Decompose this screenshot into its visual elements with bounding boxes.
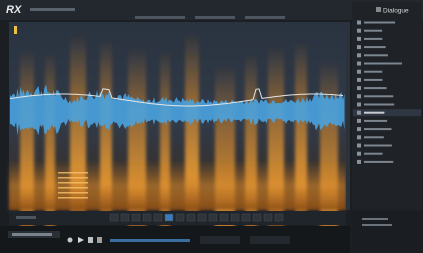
module-icon[interactable] [357,135,361,139]
module-label[interactable] [364,71,382,73]
module-icon[interactable] [357,86,361,90]
module-label[interactable] [364,79,382,81]
harmonic-line [58,182,88,184]
module-highlight [353,109,421,116]
module-label[interactable] [364,128,391,130]
history-item [362,224,392,226]
module-icon[interactable] [357,21,361,25]
module-icon[interactable] [357,45,361,49]
tool-button[interactable] [220,214,228,221]
module-icon[interactable] [357,152,361,156]
tool-button[interactable] [231,214,239,221]
module-label[interactable] [364,46,386,48]
module-label[interactable] [364,38,382,40]
module-label[interactable] [364,87,387,89]
record-button[interactable] [68,238,73,243]
module-label[interactable] [364,136,384,138]
page: RX Dialogue (() => { const data = JSON.p… [0,0,423,253]
level-meter [110,239,190,242]
module-label[interactable] [364,54,388,56]
module-label[interactable] [364,63,402,65]
file-tab[interactable] [195,16,235,19]
harmonic-line [58,187,88,189]
module-icon[interactable] [357,62,361,66]
file-tab[interactable] [245,16,285,19]
tool-button[interactable] [132,214,140,221]
module-icon[interactable] [357,127,361,131]
module-icon[interactable] [357,111,361,115]
tool-button[interactable] [154,214,162,221]
module-label[interactable] [364,120,387,122]
module-label[interactable] [364,153,383,155]
harmonic-line [58,172,88,174]
selection-info [200,236,240,244]
module-icon[interactable] [357,103,361,107]
module-panel [352,2,422,210]
tool-button[interactable] [165,214,173,221]
time-readout [12,233,52,236]
frequency-scale [346,22,350,210]
module-icon[interactable] [357,29,361,33]
module-label[interactable] [364,161,393,163]
low-frequency-band [9,160,346,210]
module-label[interactable] [364,95,393,97]
module-icon[interactable] [357,94,361,98]
module-icon[interactable] [357,144,361,148]
module-icon[interactable] [357,37,361,41]
file-tab[interactable] [135,16,185,19]
tool-button[interactable] [176,214,184,221]
module-icon[interactable] [357,119,361,123]
history-panel [352,212,422,250]
playhead-marker [14,26,17,34]
app-logo: RX [6,4,22,16]
tool-button[interactable] [110,214,118,221]
view-info [250,236,290,244]
module-icon[interactable] [357,53,361,57]
tool-button[interactable] [198,214,206,221]
module-icon[interactable] [357,160,361,164]
tool-button[interactable] [209,214,217,221]
harmonic-line [58,177,88,179]
stop-button[interactable] [88,237,93,243]
module-label[interactable] [364,22,395,24]
loop-button[interactable] [97,237,102,243]
zoom-control[interactable] [16,216,36,219]
tool-button[interactable] [264,214,272,221]
tool-button[interactable] [253,214,261,221]
harmonic-line [58,197,88,199]
panel-icon [376,7,381,12]
harmonic-line [58,192,88,194]
tool-button[interactable] [143,214,151,221]
module-label[interactable] [364,145,392,147]
module-label[interactable] [364,112,384,114]
file-name [30,8,75,11]
module-label[interactable] [364,30,382,32]
tool-button[interactable] [275,214,283,221]
module-label[interactable] [364,104,394,106]
module-icon[interactable] [357,78,361,82]
module-icon[interactable] [357,70,361,74]
tool-button[interactable] [121,214,129,221]
app-window: RX Dialogue [0,0,423,253]
tool-button[interactable] [242,214,250,221]
panel-title: Dialogue [383,8,409,15]
tool-button[interactable] [187,214,195,221]
history-item [362,218,388,220]
